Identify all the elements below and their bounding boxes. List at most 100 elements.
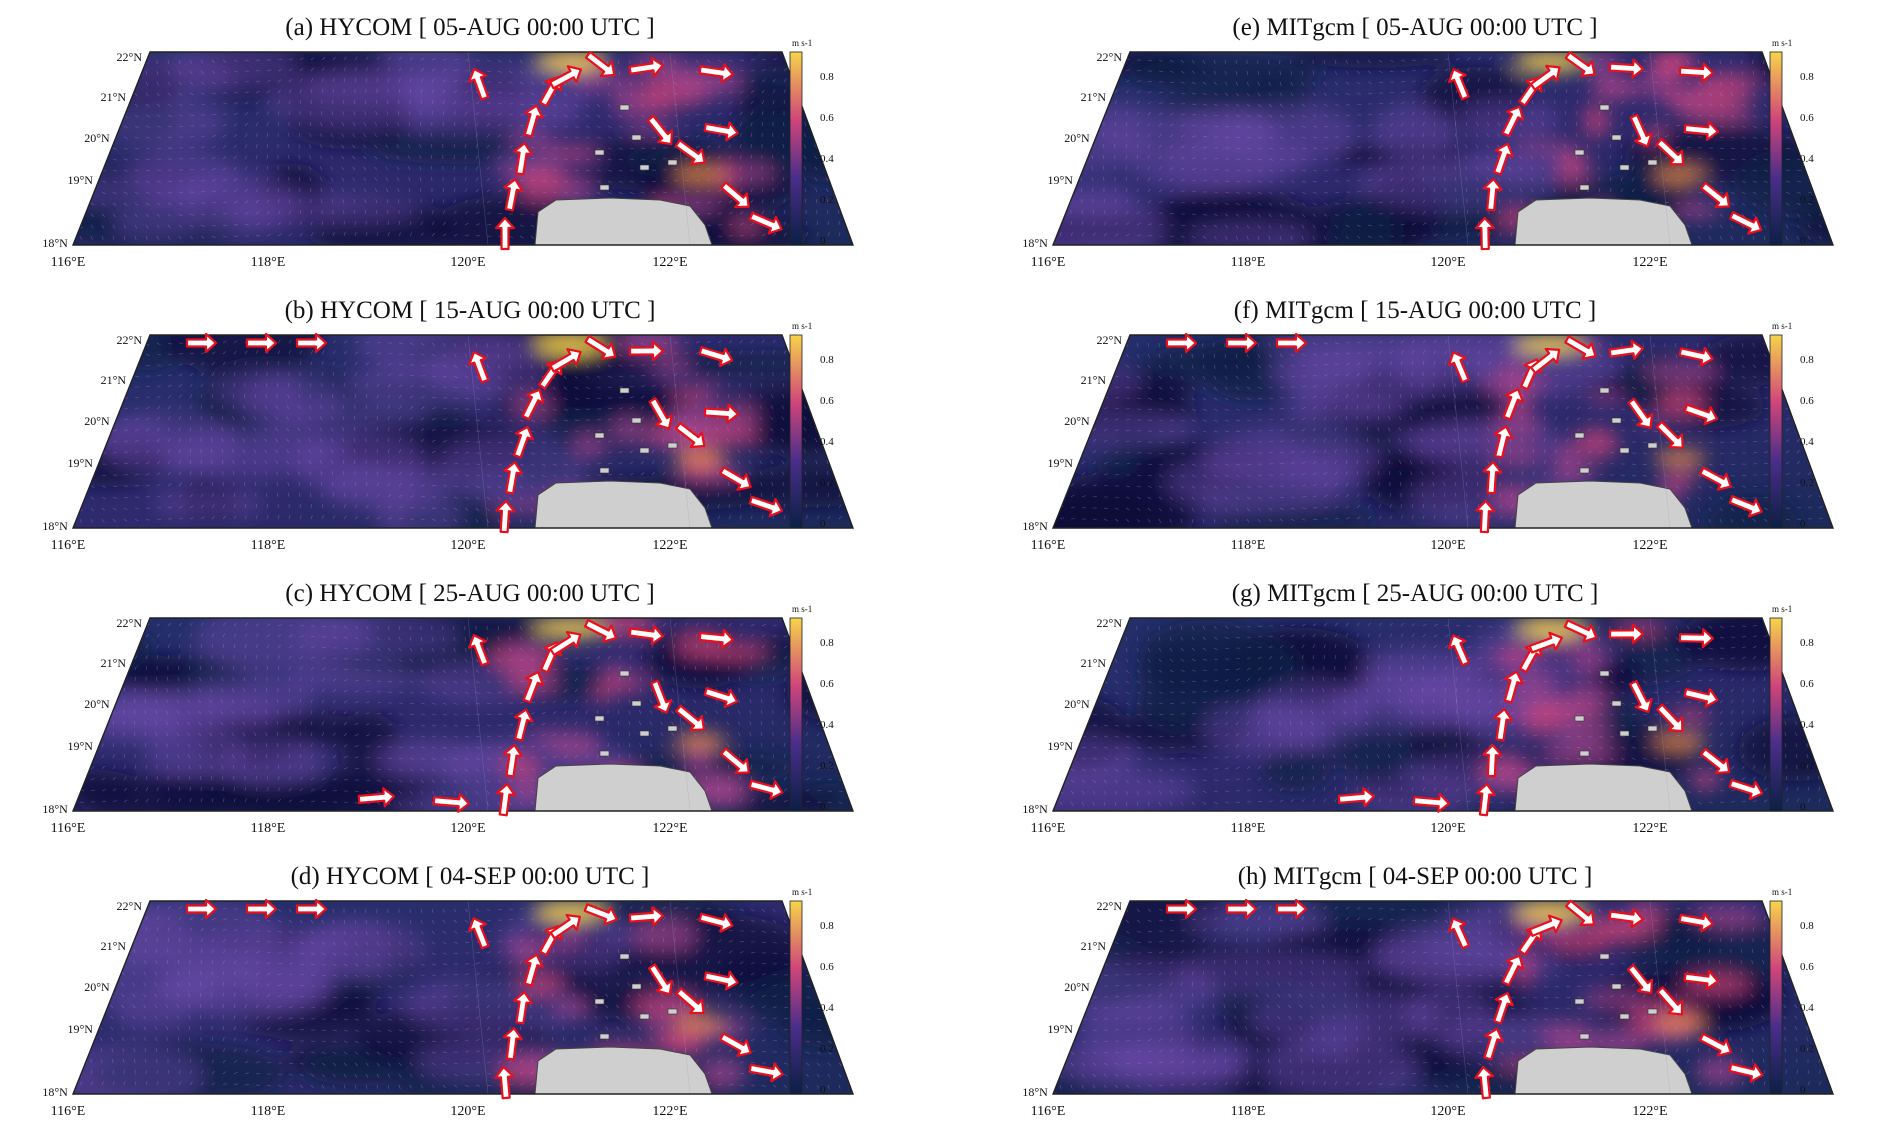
- colorbar: [1769, 617, 1783, 812]
- colorbar-tick-label: 0.4: [1800, 153, 1814, 165]
- map-frame: [1051, 334, 1835, 529]
- island: [667, 725, 678, 732]
- current-arrow: [1683, 120, 1720, 141]
- current-arrow: [650, 679, 673, 714]
- panel-f: (f) MITgcm [ 15-AUG 00:00 UTC ] 22°N 21°N 2…: [1022, 297, 1835, 553]
- lat-tick-label: 20°N: [84, 697, 110, 711]
- current-arrow: [295, 898, 328, 920]
- island: [639, 1013, 650, 1020]
- colorbar-tick-label: 0: [1800, 801, 1806, 813]
- current-arrow: [1565, 899, 1596, 927]
- current-arrow: [1483, 1027, 1504, 1061]
- colorbar: [789, 51, 803, 246]
- colorbar-tick-label: 0.6: [1800, 112, 1814, 124]
- colorbar-tick-label: 0.4: [820, 436, 834, 448]
- current-arrow: [1728, 495, 1763, 518]
- current-arrow: [698, 63, 734, 84]
- current-arrow: [1493, 425, 1514, 459]
- lat-tick-label: 21°N: [101, 90, 127, 104]
- lon-tick-label: 116°E: [51, 538, 86, 553]
- lat-tick-label: 19°N: [1047, 173, 1073, 187]
- lat-tick-label: 19°N: [1047, 456, 1073, 470]
- colorbar-units: m s-1: [792, 38, 812, 48]
- colorbar-tick-label: 0.6: [820, 395, 834, 407]
- current-arrow: [1728, 778, 1764, 801]
- colorbar-tick-label: 0.8: [1800, 920, 1814, 932]
- lon-tick-label: 116°E: [51, 1104, 86, 1119]
- current-arrow: [523, 104, 544, 138]
- current-arrow: [1447, 917, 1471, 950]
- colorbar-tick-label: 0.6: [1800, 678, 1814, 690]
- current-arrow: [1656, 986, 1684, 1016]
- current-arrow: [1629, 113, 1653, 148]
- island: [1647, 442, 1658, 449]
- island: [1599, 953, 1610, 960]
- lat-tick-label: 22°N: [117, 899, 143, 913]
- island: [1611, 134, 1622, 141]
- current-arrow: [1275, 898, 1308, 920]
- lat-tick-label: 20°N: [1064, 131, 1090, 145]
- lon-tick-label: 120°E: [450, 821, 485, 836]
- current-arrow: [1699, 466, 1732, 491]
- colorbar-tick-label: 0.8: [820, 920, 834, 932]
- island: [619, 104, 630, 111]
- current-arrow: [1337, 787, 1376, 808]
- colorbar-tick-label: 0.2: [820, 1043, 834, 1055]
- current-arrow: [503, 461, 524, 495]
- map-area: [73, 901, 853, 1094]
- current-arrow: [467, 917, 490, 950]
- lat-tick-label: 22°N: [117, 50, 143, 64]
- lon-tick-label: 122°E: [652, 821, 687, 836]
- current-arrow: [698, 628, 735, 649]
- current-arrow: [583, 619, 618, 643]
- lon-tick-label: 118°E: [251, 255, 286, 270]
- lat-tick-label: 20°N: [84, 131, 110, 145]
- panel-title: (g) MITgcm [ 25-AUG 00:00 UTC ]: [1232, 580, 1599, 607]
- current-arrow: [494, 216, 516, 251]
- current-arrow: [468, 67, 490, 101]
- lat-tick-label: 18°N: [42, 1085, 68, 1099]
- island: [1599, 387, 1610, 394]
- island: [1619, 730, 1630, 737]
- current-arrow: [1564, 335, 1597, 360]
- flow-arrows: [468, 50, 783, 251]
- current-arrow: [523, 953, 544, 987]
- current-arrow: [1564, 51, 1596, 78]
- island: [594, 432, 605, 439]
- current-arrow: [628, 906, 665, 927]
- island: [639, 164, 650, 171]
- current-arrow: [245, 898, 278, 920]
- current-arrow: [549, 913, 581, 940]
- panel-b: (b) HYCOM [ 15-AUG 00:00 UTC ] 22°N 21°N 20…: [42, 297, 855, 553]
- lat-tick-label: 22°N: [1097, 50, 1123, 64]
- lon-tick-label: 118°E: [251, 1104, 286, 1119]
- flow-arrows: [1165, 898, 1764, 1100]
- landmass: [534, 763, 713, 811]
- current-arrow: [1655, 138, 1685, 166]
- colorbar-tick-label: 0.6: [820, 112, 834, 124]
- colorbar-tick-label: 0.8: [1800, 354, 1814, 366]
- lat-tick-label: 19°N: [1047, 1022, 1073, 1036]
- lat-tick-label: 19°N: [67, 1022, 93, 1036]
- colorbar-tick-label: 0.6: [1800, 395, 1814, 407]
- panel-title: (e) MITgcm [ 05-AUG 00:00 UTC ]: [1232, 14, 1597, 41]
- colorbar-units: m s-1: [792, 604, 812, 614]
- colorbar-tick-label: 0: [1800, 1084, 1806, 1096]
- lat-tick-label: 18°N: [1022, 1085, 1048, 1099]
- flow-arrows: [1165, 332, 1763, 534]
- island: [1599, 104, 1610, 111]
- current-arrow: [513, 142, 534, 176]
- panel-title: (c) HYCOM [ 25-AUG 00:00 UTC ]: [285, 580, 654, 607]
- island: [1579, 184, 1590, 191]
- lon-tick-label: 122°E: [652, 538, 687, 553]
- island: [594, 715, 605, 722]
- current-arrow: [1528, 914, 1563, 937]
- lon-tick-label: 120°E: [450, 538, 485, 553]
- current-arrow: [1503, 670, 1524, 704]
- current-arrow: [748, 779, 784, 800]
- panel-c: (c) HYCOM [ 25-AUG 00:00 UTC ] 22°N 21°N 20…: [42, 580, 855, 836]
- current-arrow: [1474, 216, 1495, 251]
- current-arrow: [719, 1032, 752, 1057]
- island: [667, 1008, 678, 1015]
- colorbar-tick-label: 0.8: [820, 354, 834, 366]
